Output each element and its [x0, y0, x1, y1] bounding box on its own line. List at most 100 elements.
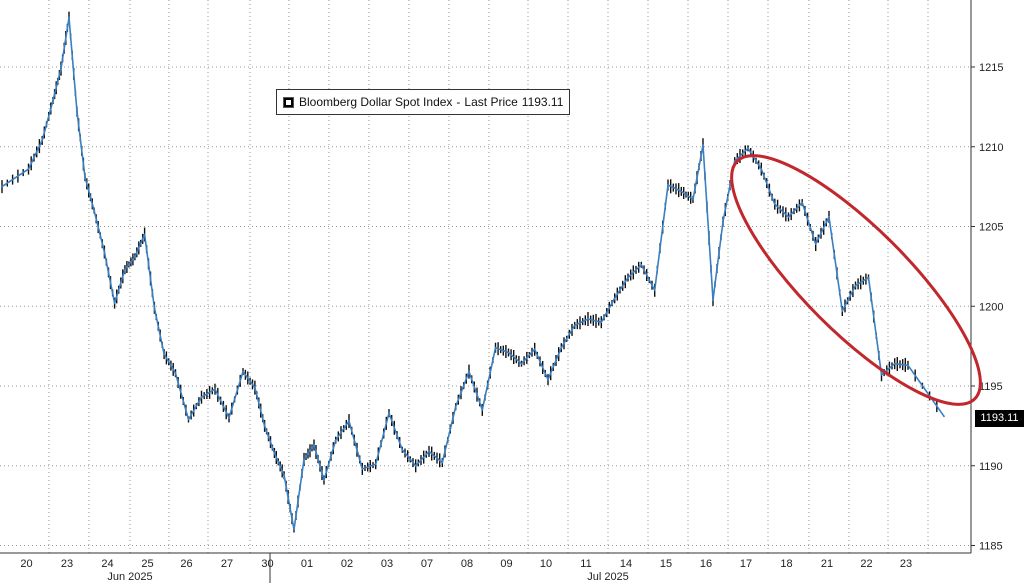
data-point	[68, 16, 70, 19]
data-point	[573, 324, 576, 327]
data-point	[187, 418, 190, 421]
data-point	[143, 233, 146, 236]
legend-field: Last Price	[464, 95, 518, 109]
legend-separator: -	[456, 95, 461, 109]
data-point	[640, 263, 643, 266]
data-point	[627, 276, 629, 279]
data-point	[163, 353, 166, 355]
data-point	[334, 439, 337, 442]
x-tick-label: 25	[141, 558, 153, 570]
data-point	[52, 99, 54, 102]
x-tick-label: 24	[101, 558, 113, 570]
data-point	[854, 284, 857, 287]
data-point	[401, 448, 404, 451]
annotation-ellipse	[730, 154, 982, 406]
x-tick-label: 08	[461, 558, 473, 570]
month-label: Jul 2025	[587, 571, 629, 583]
x-tick-label: 23	[61, 558, 73, 570]
data-point	[388, 412, 390, 414]
data-point	[134, 255, 136, 258]
x-tick-label: 02	[341, 558, 353, 570]
data-point	[103, 251, 106, 253]
y-tick-label: 1215	[979, 62, 1003, 74]
data-point	[760, 168, 763, 171]
x-tick-label: 18	[780, 558, 792, 570]
x-tick-label: 27	[221, 558, 233, 570]
data-point	[124, 268, 126, 271]
data-point	[263, 425, 266, 427]
x-tick-label: 03	[381, 558, 393, 570]
grid-lines	[0, 0, 971, 553]
data-point	[841, 310, 844, 312]
x-tick-label: 14	[620, 558, 632, 570]
data-point	[254, 386, 256, 389]
data-point	[428, 450, 430, 453]
data-point	[348, 420, 350, 422]
data-point	[712, 299, 714, 301]
data-point	[200, 396, 203, 399]
data-point	[214, 388, 216, 391]
x-tick-label: 10	[540, 558, 552, 570]
x-tick-label: 09	[500, 558, 512, 570]
data-point	[76, 110, 78, 113]
data-point	[907, 364, 909, 367]
data-point	[828, 216, 830, 218]
data-point	[867, 276, 870, 279]
data-point	[303, 458, 305, 461]
legend-value: 1193.11	[521, 95, 564, 109]
legend-swatch-icon	[283, 96, 294, 108]
y-tick-label: 1195	[979, 381, 1003, 393]
data-point	[533, 348, 536, 351]
data-point	[547, 378, 549, 381]
y-axis-ticks: 1215 1210 1205 1200 1195 1190 1185	[971, 62, 1003, 553]
x-tick-label: 30	[261, 558, 273, 570]
data-point	[283, 474, 285, 477]
y-tick-label: 1190	[979, 461, 1003, 473]
x-tick-label: 26	[180, 558, 192, 570]
y-tick-label: 1205	[979, 222, 1003, 234]
x-tick-label: 17	[740, 558, 752, 570]
data-point	[814, 243, 817, 245]
y-tick-label: 1200	[979, 301, 1003, 313]
data-point	[441, 461, 444, 464]
last-price-tag: 1193.11	[975, 410, 1024, 427]
x-axis-ticks: 20 23 24 25 26 27 30 01 02 03 07 08 09 10 11 14 15 16 17 18…	[20, 558, 912, 570]
chart-legend: Bloomberg Dollar Spot Index - Last Price…	[276, 89, 571, 115]
data-point	[454, 405, 457, 408]
data-point	[113, 302, 116, 304]
data-point	[313, 444, 315, 446]
axes	[0, 0, 972, 583]
data-point	[613, 297, 616, 300]
data-point	[228, 417, 230, 419]
data-point	[242, 370, 244, 373]
series-line	[1, 16, 945, 531]
x-tick-label: 21	[821, 558, 833, 570]
x-tick-label: 23	[900, 558, 912, 570]
data-point	[667, 184, 669, 186]
data-point	[653, 289, 656, 292]
data-point	[692, 198, 694, 201]
legend-series-name: Bloomberg Dollar Spot Index	[299, 95, 453, 109]
x-tick-label: 07	[421, 558, 433, 570]
y-tick-label: 1210	[979, 142, 1003, 154]
x-tick-label: 16	[700, 558, 712, 570]
data-point	[468, 370, 470, 373]
data-point	[273, 452, 276, 454]
data-point	[943, 415, 945, 418]
data-point	[773, 203, 776, 206]
data-point	[680, 190, 683, 193]
x-tick-label: 22	[860, 558, 872, 570]
data-point	[747, 147, 749, 150]
data-point	[507, 351, 510, 354]
data-point	[1, 185, 3, 188]
data-point	[374, 463, 377, 466]
data-point	[494, 346, 497, 349]
data-point	[722, 220, 724, 223]
data-point	[84, 176, 86, 179]
x-tick-label: 11	[580, 558, 591, 570]
data-point	[880, 373, 883, 376]
y-tick-label: 1185	[979, 541, 1003, 553]
data-point	[27, 168, 30, 171]
price-series	[1, 16, 945, 531]
